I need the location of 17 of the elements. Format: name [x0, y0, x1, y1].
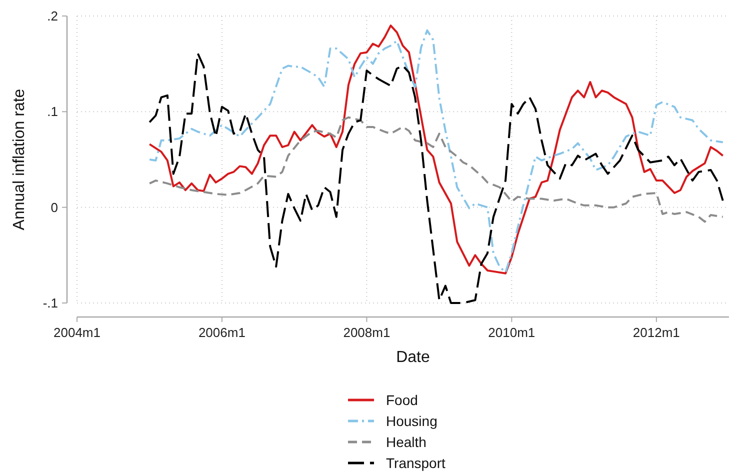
y-axis-title: Annual inflation rate: [11, 88, 28, 230]
line-series: [148, 52, 724, 304]
x-tick-label: 2004m1: [54, 325, 100, 340]
y-tick-label: -.1: [42, 296, 58, 311]
line-series: [148, 116, 724, 223]
x-tick-label: 2008m1: [343, 325, 390, 340]
x-axis-title: Date: [396, 349, 430, 366]
legend-label: Housing: [386, 412, 438, 429]
legend-label: Food: [386, 392, 418, 408]
y-tick-label: .1: [47, 104, 58, 120]
y-tick-label: .2: [47, 8, 58, 24]
legend-label: Transport: [386, 454, 446, 471]
x-tick-label: 2012m1: [632, 325, 680, 340]
legend-label: Health: [386, 434, 426, 450]
x-tick-label: 2006m1: [198, 325, 246, 340]
x-tick-label: 2010m1: [488, 325, 536, 340]
y-tick-label: 0: [50, 200, 58, 215]
